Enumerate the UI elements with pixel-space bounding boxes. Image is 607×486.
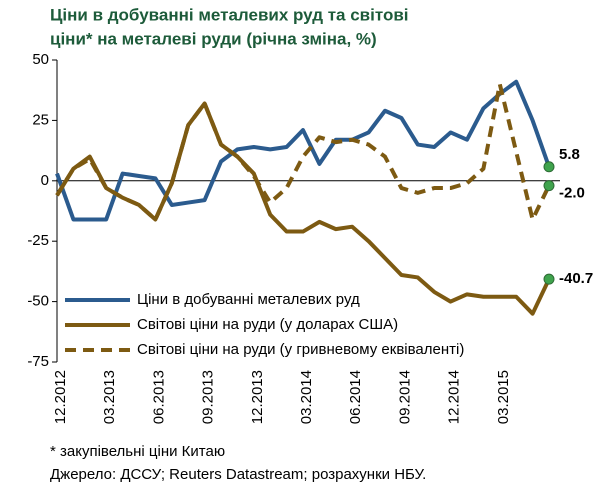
- source-note: Джерело: ДССУ; Reuters Datastream; розра…: [50, 466, 426, 483]
- y-tick-label: 50: [32, 51, 49, 68]
- series-line: [55, 79, 551, 222]
- x-tick-label: 03.2013: [101, 370, 118, 424]
- y-tick-label: -50: [27, 293, 49, 310]
- x-tick-label: 09.2014: [396, 370, 413, 424]
- legend-label: Світові ціни на руди (у гривневому еквів…: [137, 341, 464, 358]
- y-tick-label: 0: [41, 172, 49, 189]
- x-tick-label: 09.2013: [200, 370, 217, 424]
- footnote: * закупівельні ціни Китаю: [50, 443, 225, 460]
- series-line: [55, 101, 551, 316]
- end-marker: [543, 161, 555, 173]
- x-tick-label: 03.2014: [298, 370, 315, 424]
- x-tick-label: 06.2013: [150, 370, 167, 424]
- chart-title: ціни* на металеві руди (річна зміна, %): [50, 29, 377, 48]
- x-tick-label: 12.2013: [249, 370, 266, 424]
- x-tick-label: 12.2012: [52, 370, 69, 424]
- end-marker: [543, 180, 555, 192]
- data-label: -2.0: [559, 185, 585, 202]
- legend-label: Світові ціни на руди (у доларах США): [137, 316, 398, 333]
- chart-title: Ціни в добуванні металевих руд та світов…: [50, 5, 409, 24]
- data-label: 5.8: [559, 146, 580, 163]
- x-tick-label: 12.2014: [446, 370, 463, 424]
- end-marker: [543, 273, 555, 285]
- y-tick-label: -25: [27, 232, 49, 249]
- x-tick-label: 06.2014: [347, 370, 364, 424]
- series-line: [55, 82, 551, 222]
- y-tick-label: -75: [27, 353, 49, 370]
- x-tick-label: 03.2015: [495, 370, 512, 424]
- data-label: -40.7: [559, 270, 593, 287]
- legend-label: Ціни в добуванні металевих руд: [137, 291, 360, 308]
- y-tick-label: 25: [32, 111, 49, 128]
